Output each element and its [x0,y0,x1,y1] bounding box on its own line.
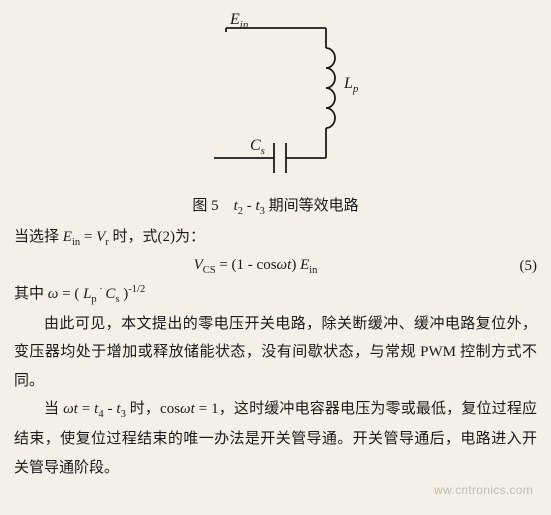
caption-prefix: 图 5 [192,198,233,214]
paragraph-2: 当 ωt = t4 - t3 时，cosωt = 1，这时缓冲电容器电压为零或最… [14,395,537,482]
svg-text:Lp: Lp [343,75,359,95]
l1-ein-sub: in [72,237,80,248]
equation-5: VCS = (1 - cosωt) Ein (5) [14,257,537,276]
label-ein: E [229,11,240,28]
circuit-svg: Ein Lp Cs [166,8,386,188]
p2-omega2: ω [180,401,191,417]
figure-caption: 图 5 t2 - t3 期间等效电路 [14,194,537,217]
label-ein-sub: in [239,19,248,31]
eq-v: V [194,257,203,273]
l2-cs: C [105,286,115,302]
p2-omega1: ω [63,401,74,417]
text-line-2: 其中 ω = ( Lp · Cs )-1/2 [14,280,537,310]
caption-dash: - [243,198,256,214]
eq-mid: = (1 - cos [216,257,277,273]
l1-vr: V [96,229,105,245]
label-cs-sub: s [260,145,264,157]
l2-omega: ω [48,286,59,302]
eq-rp: ) [291,257,296,273]
text-line-1: 当选择 Ein = Vr 时，式(2)为： [14,223,537,253]
l1-ein: E [63,229,72,245]
l1-b: 时，式(2)为： [109,229,205,245]
circuit-diagram: Ein Lp Cs [14,8,537,188]
eq-e-sub: in [309,265,317,276]
l2-rp: ) [120,286,129,302]
l2-lp-sub: p [91,294,96,305]
label-cs: C [250,137,261,154]
p2-b: 时，cos [126,401,180,417]
label-lp: L [343,75,353,92]
l2-exp: -1/2 [128,284,145,295]
wm-b: w.cntronics.com [443,483,533,497]
eq-v-sub: CS [203,265,216,276]
p2-a: 当 [44,401,63,417]
p2-minus: - [104,401,117,417]
svg-text:Cs: Cs [250,137,265,157]
p2-eq2: = 1， [195,401,234,417]
eq-omega: ω [277,257,288,273]
l2-a: 其中 [14,286,48,302]
p2-eq1: = [78,401,94,417]
watermark: ww.cntronics.com [434,483,533,497]
l2-eq: = ( [58,286,83,302]
l1-a: 当选择 [14,229,63,245]
wm-a: w [434,483,443,497]
paragraph-1: 由此可见，本文提出的零电压开关电路，除关断缓冲、缓冲电路复位外，变压器均处于增加… [14,310,537,396]
l1-eq: = [80,229,96,245]
eq-num: (5) [497,258,537,275]
eq-e: E [300,257,309,273]
label-lp-sub: p [351,83,358,95]
caption-suffix: 期间等效电路 [265,198,359,214]
